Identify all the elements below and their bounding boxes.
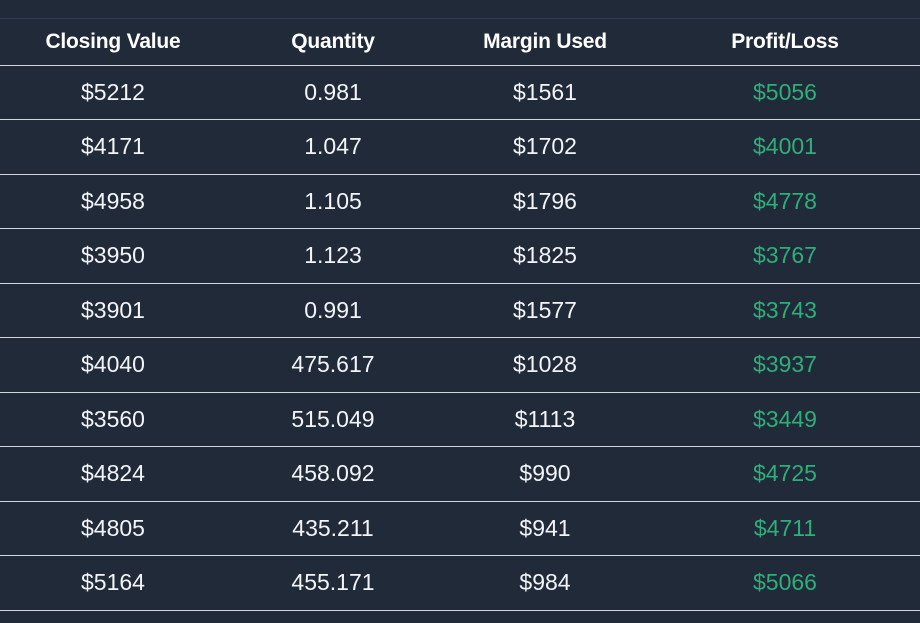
profit-loss-cell: $4725 xyxy=(650,446,920,502)
closing-value-cell: $4958 xyxy=(0,174,226,229)
table-row: $5212 0.981 $1561 $5056 xyxy=(0,65,920,120)
table-row: $4805 435.211 $941 $4711 xyxy=(0,501,920,556)
table-row: $4958 1.105 $1796 $4778 xyxy=(0,174,920,229)
quantity-cell: 0.981 xyxy=(226,65,440,120)
closing-value-cell: $4040 xyxy=(0,337,226,393)
table-header-row: Closing Value Quantity Margin Used Profi… xyxy=(0,18,920,66)
table-row: $4824 458.092 $990 $4725 xyxy=(0,446,920,502)
table-row: $4171 1.047 $1702 $4001 xyxy=(0,119,920,175)
closing-value-cell: $5212 xyxy=(0,65,226,120)
table-body: $5212 0.981 $1561 $5056 $4171 1.047 $1702 $4001… xyxy=(0,65,920,611)
margin-used-cell: $1113 xyxy=(440,392,650,447)
margin-used-cell: $984 xyxy=(440,555,650,611)
margin-used-cell: $1702 xyxy=(440,119,650,175)
table-row: $3901 0.991 $1577 $3743 xyxy=(0,283,920,338)
profit-loss-cell: $4778 xyxy=(650,174,920,229)
quantity-cell: 475.617 xyxy=(226,337,440,393)
margin-used-cell: $1561 xyxy=(440,65,650,120)
column-header-quantity: Quantity xyxy=(226,18,440,66)
margin-used-cell: $990 xyxy=(440,446,650,502)
profit-loss-cell: $3767 xyxy=(650,228,920,284)
profit-loss-cell: $5056 xyxy=(650,65,920,120)
closing-value-cell: $4171 xyxy=(0,119,226,175)
quantity-cell: 1.105 xyxy=(226,174,440,229)
profit-loss-cell: $3449 xyxy=(650,392,920,447)
closing-value-cell: $3901 xyxy=(0,283,226,338)
profit-loss-cell: $3743 xyxy=(650,283,920,338)
column-header-closing-value: Closing Value xyxy=(0,18,226,66)
positions-table: Closing Value Quantity Margin Used Profi… xyxy=(0,18,920,611)
profit-loss-cell: $4001 xyxy=(650,119,920,175)
closing-value-cell: $4805 xyxy=(0,501,226,556)
profit-loss-cell: $3937 xyxy=(650,337,920,393)
table-row: $4040 475.617 $1028 $3937 xyxy=(0,337,920,393)
quantity-cell: 455.171 xyxy=(226,555,440,611)
closing-value-cell: $3560 xyxy=(0,392,226,447)
closing-value-cell: $3950 xyxy=(0,228,226,284)
table-row: $5164 455.171 $984 $5066 xyxy=(0,555,920,611)
quantity-cell: 458.092 xyxy=(226,446,440,502)
table-row: $3950 1.123 $1825 $3767 xyxy=(0,228,920,284)
margin-used-cell: $1825 xyxy=(440,228,650,284)
margin-used-cell: $1028 xyxy=(440,337,650,393)
quantity-cell: 435.211 xyxy=(226,501,440,556)
margin-used-cell: $941 xyxy=(440,501,650,556)
profit-loss-cell: $5066 xyxy=(650,555,920,611)
quantity-cell: 1.047 xyxy=(226,119,440,175)
profit-loss-cell: $4711 xyxy=(650,501,920,556)
quantity-cell: 1.123 xyxy=(226,228,440,284)
quantity-cell: 0.991 xyxy=(226,283,440,338)
column-header-profit-loss: Profit/Loss xyxy=(650,18,920,66)
positions-table-container: Closing Value Quantity Margin Used Profi… xyxy=(0,18,920,611)
table-row: $3560 515.049 $1113 $3449 xyxy=(0,392,920,447)
margin-used-cell: $1577 xyxy=(440,283,650,338)
closing-value-cell: $4824 xyxy=(0,446,226,502)
quantity-cell: 515.049 xyxy=(226,392,440,447)
closing-value-cell: $5164 xyxy=(0,555,226,611)
margin-used-cell: $1796 xyxy=(440,174,650,229)
column-header-margin-used: Margin Used xyxy=(440,18,650,66)
